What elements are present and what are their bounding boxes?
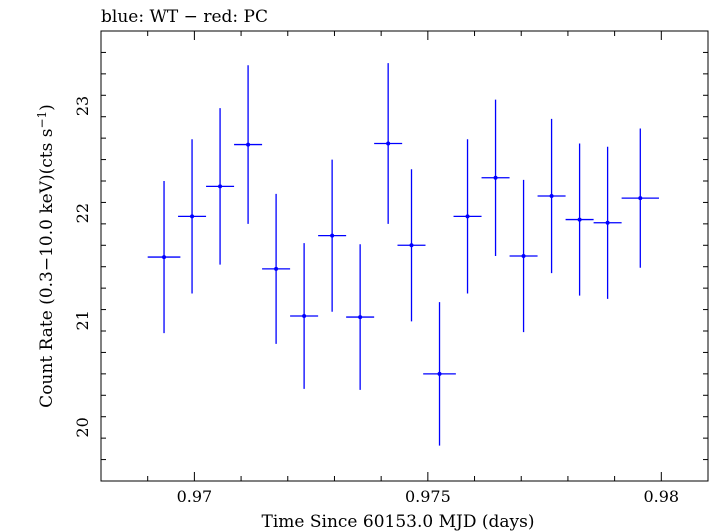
plot-frame	[100, 30, 709, 482]
data-point	[621, 128, 659, 268]
data-point	[262, 193, 291, 344]
data-point	[346, 244, 375, 390]
point-marker	[246, 142, 251, 147]
y-tick-label: 22	[73, 203, 92, 223]
y-axis-label: Count Rate (0.3−10.0 keV)(cts s−1)	[35, 104, 57, 408]
x-tick-label: 0.975	[405, 487, 451, 506]
point-marker	[358, 315, 363, 320]
y-axis-label-main: Count Rate (0.3−10.0 keV)(cts s	[37, 129, 57, 408]
y-axis-label-end: )	[37, 104, 57, 111]
point-marker	[549, 194, 554, 198]
y-axis-label-sup: −1	[35, 111, 49, 129]
data-point	[593, 146, 622, 299]
point-marker	[274, 266, 279, 271]
point-marker	[386, 141, 391, 146]
point-marker	[577, 217, 582, 222]
data-point	[178, 139, 207, 294]
data-point	[423, 302, 456, 446]
data-point	[481, 99, 510, 256]
y-tick-labels: 20 21 22 23	[73, 96, 92, 438]
y-tick-label: 23	[73, 96, 92, 116]
data-points	[147, 63, 659, 446]
data-point	[537, 118, 566, 274]
point-marker	[638, 196, 643, 201]
y-tick-label: 21	[73, 310, 92, 330]
point-marker	[605, 220, 610, 225]
point-marker	[493, 175, 498, 180]
data-point	[147, 181, 181, 334]
data-point	[397, 169, 426, 322]
point-marker	[409, 243, 414, 248]
axis-ticks	[101, 31, 708, 481]
x-tick-label: 0.98	[643, 487, 679, 506]
point-marker	[162, 255, 167, 260]
point-marker	[190, 214, 195, 219]
data-point	[374, 63, 403, 224]
x-tick-labels: 0.97 0.975 0.98	[177, 487, 680, 506]
point-marker	[437, 371, 442, 376]
data-point	[206, 108, 235, 265]
point-marker	[218, 184, 223, 189]
x-axis-label: Time Since 60153.0 MJD (days)	[262, 512, 535, 532]
data-point	[290, 243, 319, 389]
data-point	[509, 179, 538, 333]
x-tick-label: 0.97	[177, 487, 213, 506]
point-marker	[302, 314, 307, 318]
data-point	[318, 159, 347, 312]
point-marker	[330, 233, 335, 238]
chart-title: blue: WT − red: PC	[101, 7, 268, 27]
y-tick-label: 20	[73, 417, 92, 437]
data-point	[234, 65, 263, 224]
point-marker	[465, 214, 470, 219]
data-point	[565, 143, 594, 296]
point-marker	[521, 254, 526, 258]
data-point	[453, 139, 482, 294]
